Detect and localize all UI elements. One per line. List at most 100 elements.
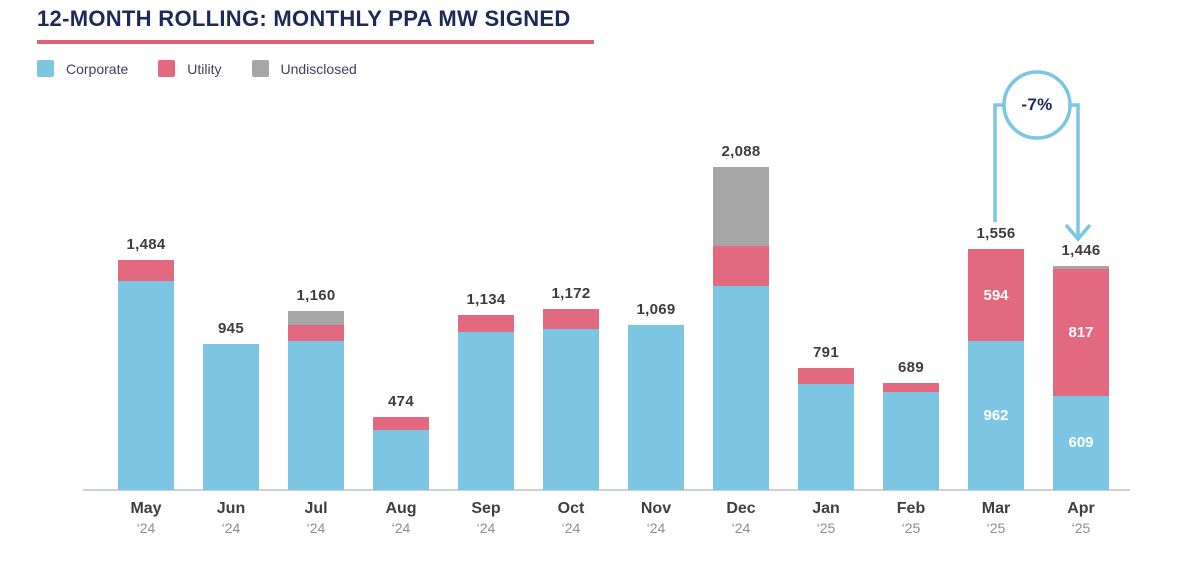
bar-total-label: 1,134 bbox=[466, 290, 506, 308]
bar-segment-corporate: 609 bbox=[1053, 395, 1109, 490]
x-tick-month: Mar bbox=[981, 500, 1011, 517]
x-tick-year: ‘24 bbox=[731, 520, 751, 536]
bar-segment-utility: 594 bbox=[968, 249, 1024, 342]
bar-segment-corporate bbox=[628, 324, 684, 490]
bar-segment-corporate: 962 bbox=[968, 341, 1024, 490]
bar-segment-corporate bbox=[373, 429, 429, 490]
segment-value-label: 817 bbox=[1068, 324, 1094, 342]
bar-segment-undisclosed bbox=[1053, 266, 1109, 270]
x-tick-mar: Mar ‘25 bbox=[968, 500, 1024, 536]
x-tick-aug: Aug ‘24 bbox=[373, 500, 429, 536]
bar-total-label: 474 bbox=[388, 392, 414, 410]
x-tick-month: Jan bbox=[812, 500, 840, 517]
bar-segment-corporate bbox=[713, 285, 769, 490]
bar-segment-corporate bbox=[883, 391, 939, 490]
x-tick-jun: Jun ‘24 bbox=[203, 500, 259, 536]
bar-segment-utility bbox=[543, 308, 599, 329]
bar-total-label: 1,160 bbox=[296, 286, 336, 304]
bar-jun24: 945 bbox=[203, 320, 259, 490]
x-tick-year: ‘24 bbox=[561, 520, 581, 536]
bar-feb25: 689 bbox=[883, 359, 939, 490]
segment-value-label: 962 bbox=[983, 407, 1009, 425]
x-tick-sep: Sep ‘24 bbox=[458, 500, 514, 536]
bar-segment-utility bbox=[118, 260, 174, 282]
x-tick-month: Jun bbox=[216, 500, 246, 517]
x-tick-month: Oct bbox=[557, 500, 585, 517]
x-tick-apr: Apr ‘25 bbox=[1053, 500, 1109, 536]
pct-change-annotation bbox=[993, 70, 1092, 242]
annotation-left-bracket-line bbox=[993, 103, 1004, 222]
x-tick-year: ‘25 bbox=[901, 520, 921, 536]
utility-swatch bbox=[158, 60, 176, 77]
segment-value-label: 609 bbox=[1068, 434, 1094, 452]
bar-nov24: 1,069 bbox=[628, 301, 684, 490]
x-tick-feb: Feb ‘25 bbox=[883, 500, 939, 536]
bar-segment-utility bbox=[713, 246, 769, 286]
pct-change-label: -7% bbox=[1021, 95, 1053, 114]
x-tick-year: ‘25 bbox=[986, 520, 1006, 536]
bar-segment-corporate bbox=[543, 328, 599, 490]
legend-item-corporate: Corporate bbox=[37, 60, 128, 77]
x-tick-month: Nov bbox=[640, 500, 672, 517]
segment-value-label: 594 bbox=[983, 286, 1009, 304]
x-tick-month: Sep bbox=[471, 500, 501, 517]
legend: Corporate Utility Undisclosed bbox=[37, 60, 357, 77]
corporate-swatch bbox=[37, 60, 54, 77]
bar-segment-corporate bbox=[458, 332, 514, 490]
bar-total-label: 1,172 bbox=[551, 284, 591, 302]
annotation-circle bbox=[1002, 70, 1072, 140]
bar-segment-utility bbox=[373, 416, 429, 430]
bar-segment-utility bbox=[458, 314, 514, 333]
bar-segment-utility: 817 bbox=[1053, 269, 1109, 396]
bar-segment-corporate bbox=[118, 281, 174, 490]
bar-jan25: 791 bbox=[798, 344, 854, 490]
x-tick-year: ‘24 bbox=[306, 520, 326, 536]
bar-total-label: 689 bbox=[898, 359, 924, 377]
x-tick-year: ‘24 bbox=[391, 520, 411, 536]
x-tick-may: May ‘24 bbox=[118, 500, 174, 536]
x-tick-year: ‘24 bbox=[221, 520, 241, 536]
bar-total-label: 945 bbox=[218, 319, 244, 337]
legend-item-undisclosed: Undisclosed bbox=[251, 60, 357, 77]
bar-jul24: 1,160 bbox=[288, 287, 344, 490]
chart-title: 12-MONTH ROLLING: MONTHLY PPA MW SIGNED bbox=[37, 6, 571, 31]
bar-total-label: 791 bbox=[813, 343, 839, 361]
bar-segment-corporate bbox=[203, 343, 259, 490]
legend-label-corporate: Corporate bbox=[66, 60, 129, 77]
x-tick-month: Apr bbox=[1067, 500, 1095, 517]
bar-segment-utility bbox=[883, 383, 939, 392]
x-tick-jan: Jan ‘25 bbox=[798, 500, 854, 536]
x-tick-month: Aug bbox=[385, 500, 417, 517]
legend-label-undisclosed: Undisclosed bbox=[280, 60, 357, 77]
x-tick-month: Jul bbox=[304, 500, 328, 517]
annotation-arrowhead-icon bbox=[1064, 223, 1092, 242]
x-tick-year: ‘25 bbox=[1071, 520, 1091, 536]
x-tick-year: ‘24 bbox=[476, 520, 496, 536]
legend-item-utility: Utility bbox=[158, 60, 222, 77]
x-tick-year: ‘24 bbox=[646, 520, 666, 536]
undisclosed-swatch bbox=[251, 60, 269, 77]
bar-apr25: 1,446 817 609 bbox=[1053, 242, 1109, 490]
x-tick-month: Feb bbox=[896, 500, 926, 517]
bar-segment-corporate bbox=[288, 341, 344, 490]
x-tick-month: May bbox=[130, 500, 162, 517]
bar-mar25: 1,556 594 962 bbox=[968, 225, 1024, 490]
bar-segment-undisclosed bbox=[713, 167, 769, 247]
x-tick-dec: Dec ‘24 bbox=[713, 500, 769, 536]
bar-total-label: 1,484 bbox=[126, 236, 166, 254]
legend-label-utility: Utility bbox=[187, 60, 222, 77]
x-tick-year: ‘24 bbox=[136, 520, 156, 536]
bar-dec24: 2,088 bbox=[713, 143, 769, 490]
x-tick-month: Dec bbox=[726, 500, 756, 517]
x-axis-line bbox=[83, 489, 1130, 491]
bar-segment-utility bbox=[798, 367, 854, 384]
bar-total-label: 1,069 bbox=[636, 300, 676, 318]
x-tick-oct: Oct ‘24 bbox=[543, 500, 599, 536]
bar-total-label: 2,088 bbox=[721, 143, 761, 160]
bar-segment-utility bbox=[288, 325, 344, 342]
bar-total-label: 1,556 bbox=[976, 225, 1016, 243]
x-tick-nov: Nov ‘24 bbox=[628, 500, 684, 536]
bar-may24: 1,484 bbox=[118, 236, 174, 490]
bar-oct24: 1,172 bbox=[543, 285, 599, 490]
